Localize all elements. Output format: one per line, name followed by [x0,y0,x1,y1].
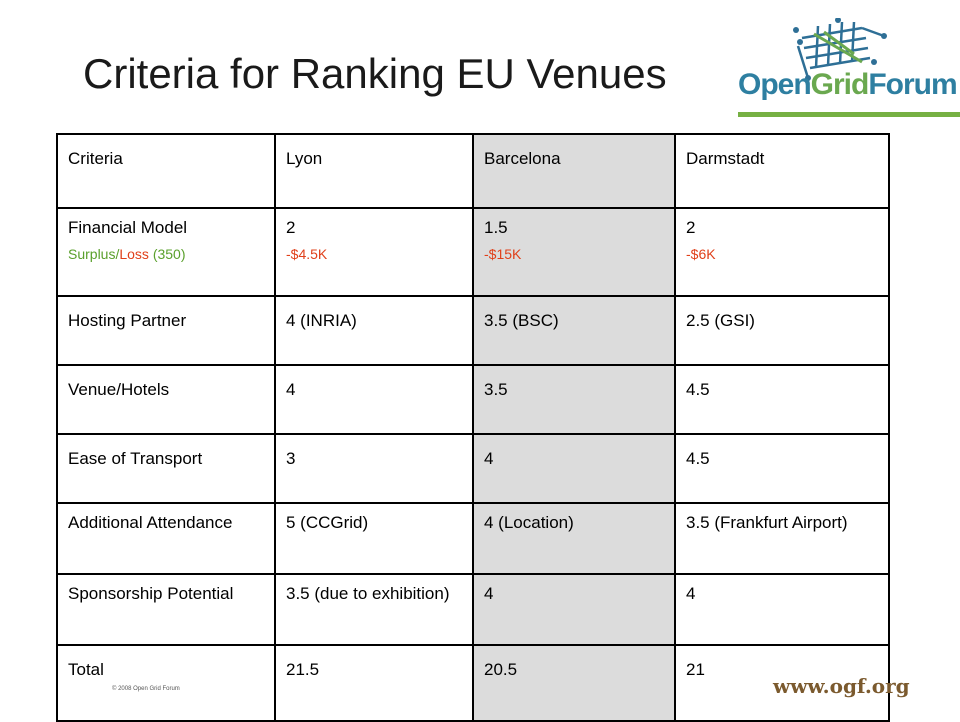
row-label: Venue/Hotels [56,364,276,435]
cell-lyon-financial: 2 -$4.5K [274,207,474,297]
financial-model-sublabel: Surplus/Loss (350) [68,246,186,262]
table-row: Additional Attendance 5 (CCGrid) 4 (Loca… [56,502,890,575]
cell-loss: -$6K [686,246,716,262]
table-cell: 5 (CCGrid) [274,502,474,575]
copyright-notice: © 2008 Open Grid Forum [112,686,180,692]
cell-darmstadt-financial: 2 -$6K [674,207,890,297]
accent-rule [738,112,960,117]
table-cell: 3.5 (Frankfurt Airport) [674,502,890,575]
table-row: Ease of Transport 3 4 4.5 [56,433,890,504]
header-criteria: Criteria [56,133,276,209]
venue-ranking-table: Criteria Lyon Barcelona Darmstadt Financ… [56,133,890,722]
table-cell: 4 [472,573,676,646]
row-label: Total [56,644,276,722]
cell-value: 2 [686,218,696,237]
cell-value: 1.5 [484,218,508,237]
table-cell: 4.5 [674,364,890,435]
grid-network-icon [793,18,887,81]
cell-loss: -$4.5K [286,246,328,262]
table-cell: 4 (INRIA) [274,295,474,366]
cell-barcelona-financial: 1.5 -$15K [472,207,676,297]
logo-word-open: Open [738,68,812,101]
table-cell: 3 [274,433,474,504]
header-lyon: Lyon [274,133,474,209]
row-label: Sponsorship Potential [56,573,276,646]
header-barcelona: Barcelona [472,133,676,209]
logo-word-grid: Grid [810,68,870,101]
table-cell: 2.5 (GSI) [674,295,890,366]
logo-word-forum: Forum [868,68,957,101]
table-cell: 20.5 [472,644,676,722]
cell-loss: -$15K [484,246,522,262]
table-cell: 4.5 [674,433,890,504]
table-row: Hosting Partner 4 (INRIA) 3.5 (BSC) 2.5 … [56,295,890,366]
header-darmstadt: Darmstadt [674,133,890,209]
table-cell: 4 (Location) [472,502,676,575]
table-cell: 3.5 (due to exhibition) [274,573,474,646]
table-row: Financial Model Surplus/Loss (350) 2 -$4… [56,207,890,297]
open-grid-forum-logo: OpenGridForum [738,18,960,108]
table-row-total: Total 21.5 20.5 21 [56,644,890,722]
table-row: Sponsorship Potential 3.5 (due to exhibi… [56,573,890,646]
row-label-financial: Financial Model Surplus/Loss (350) [56,207,276,297]
table-row: Venue/Hotels 4 3.5 4.5 [56,364,890,435]
row-label: Hosting Partner [56,295,276,366]
table-cell: 3.5 (BSC) [472,295,676,366]
row-label: Ease of Transport [56,433,276,504]
financial-model-label: Financial Model [68,218,188,237]
table-header-row: Criteria Lyon Barcelona Darmstadt [56,133,890,209]
table-cell: 3.5 [472,364,676,435]
slide-title: Criteria for Ranking EU Venues [83,50,667,97]
table-cell: 4 [274,364,474,435]
cell-value: 2 [286,218,296,237]
footer-url: www.ogf.org [773,674,910,698]
table-cell: 21.5 [274,644,474,722]
table-cell: 4 [472,433,676,504]
row-label: Additional Attendance [56,502,276,575]
table-cell: 4 [674,573,890,646]
